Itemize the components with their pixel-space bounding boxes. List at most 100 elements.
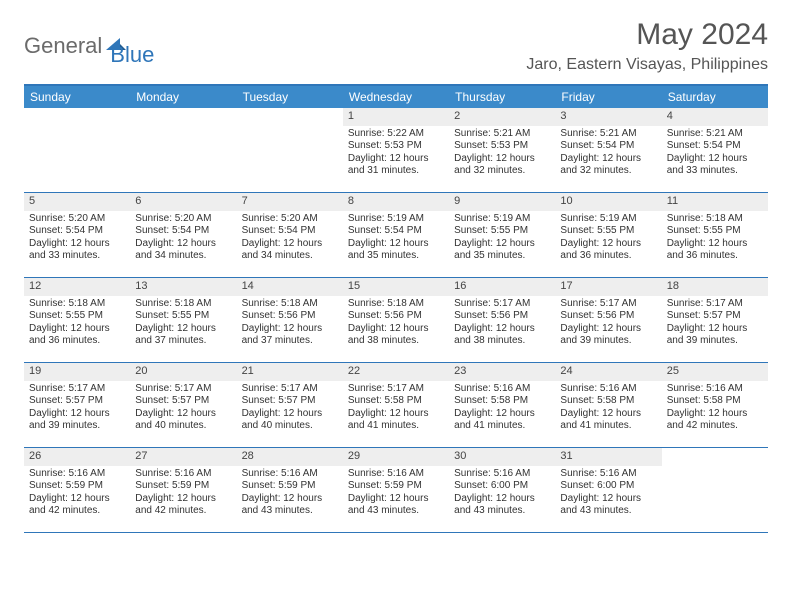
daylight1-text: Daylight: 12 hours — [560, 323, 656, 336]
day-cell: 1Sunrise: 5:22 AMSunset: 5:53 PMDaylight… — [343, 108, 449, 192]
day-cell: 27Sunrise: 5:16 AMSunset: 5:59 PMDayligh… — [130, 448, 236, 532]
sunset-text: Sunset: 5:54 PM — [29, 225, 125, 238]
day-details: Sunrise: 5:18 AMSunset: 5:55 PMDaylight:… — [662, 213, 768, 267]
daylight1-text: Daylight: 12 hours — [667, 238, 763, 251]
day-number: 31 — [555, 448, 661, 466]
daylight2-text: and 43 minutes. — [242, 505, 338, 518]
daylight1-text: Daylight: 12 hours — [454, 153, 550, 166]
sunrise-text: Sunrise: 5:19 AM — [560, 213, 656, 226]
weekday-label: Sunday — [24, 86, 130, 108]
day-details: Sunrise: 5:20 AMSunset: 5:54 PMDaylight:… — [24, 213, 130, 267]
daylight2-text: and 41 minutes. — [454, 420, 550, 433]
month-title: May 2024 — [526, 18, 768, 52]
sunset-text: Sunset: 5:56 PM — [348, 310, 444, 323]
day-cell: 2 Sunrise: 5:21 AMSunset: 5:53 PMDaylight… — [449, 108, 555, 192]
day-number: 30 — [449, 448, 555, 466]
day-number: 2 — [449, 108, 555, 126]
day-cell: 4 Sunrise: 5:21 AMSunset: 5:54 PMDaylight… — [662, 108, 768, 192]
day-cell: 8Sunrise: 5:19 AMSunset: 5:54 PMDaylight… — [343, 193, 449, 277]
day-details: Sunrise: 5:19 AMSunset: 5:55 PMDaylight:… — [449, 213, 555, 267]
sunrise-text: Sunrise: 5:16 AM — [135, 468, 231, 481]
daylight1-text: Daylight: 12 hours — [242, 238, 338, 251]
daylight1-text: Daylight: 12 hours — [454, 408, 550, 421]
sunrise-text: Sunrise: 5:18 AM — [667, 213, 763, 226]
sunrise-text: Sunrise: 5:21 AM — [667, 128, 763, 141]
day-number: 21 — [237, 363, 343, 381]
day-details: Sunrise: 5:18 AMSunset: 5:55 PMDaylight:… — [130, 298, 236, 352]
day-cell: 14Sunrise: 5:18 AMSunset: 5:56 PMDayligh… — [237, 278, 343, 362]
daylight1-text: Daylight: 12 hours — [667, 408, 763, 421]
week-row: 1Sunrise: 5:22 AMSunset: 5:53 PMDaylight… — [24, 108, 768, 193]
sunrise-text: Sunrise: 5:16 AM — [667, 383, 763, 396]
day-number: 3 — [555, 108, 661, 126]
brand-part2: Blue — [110, 24, 154, 68]
week-row: 19Sunrise: 5:17 AMSunset: 5:57 PMDayligh… — [24, 363, 768, 448]
day-details — [662, 454, 768, 458]
daylight1-text: Daylight: 12 hours — [242, 493, 338, 506]
day-number: 23 — [449, 363, 555, 381]
sunset-text: Sunset: 5:54 PM — [135, 225, 231, 238]
day-cell: 31Sunrise: 5:16 AMSunset: 6:00 PMDayligh… — [555, 448, 661, 532]
day-details: Sunrise: 5:18 AMSunset: 5:56 PMDaylight:… — [237, 298, 343, 352]
daylight2-text: and 35 minutes. — [348, 250, 444, 263]
daylight1-text: Daylight: 12 hours — [348, 238, 444, 251]
week-row: 5Sunrise: 5:20 AMSunset: 5:54 PMDaylight… — [24, 193, 768, 278]
sunset-text: Sunset: 5:55 PM — [667, 225, 763, 238]
daylight2-text: and 38 minutes. — [454, 335, 550, 348]
sunset-text: Sunset: 5:58 PM — [454, 395, 550, 408]
header: General Blue May 2024 Jaro, Eastern Visa… — [24, 18, 768, 74]
day-number: 4 — [662, 108, 768, 126]
daylight1-text: Daylight: 12 hours — [454, 493, 550, 506]
day-cell: 5Sunrise: 5:20 AMSunset: 5:54 PMDaylight… — [24, 193, 130, 277]
day-cell: 16Sunrise: 5:17 AMSunset: 5:56 PMDayligh… — [449, 278, 555, 362]
sunrise-text: Sunrise: 5:17 AM — [560, 298, 656, 311]
sunset-text: Sunset: 5:59 PM — [348, 480, 444, 493]
daylight2-text: and 33 minutes. — [29, 250, 125, 263]
sunrise-text: Sunrise: 5:19 AM — [348, 213, 444, 226]
week-row: 12Sunrise: 5:18 AMSunset: 5:55 PMDayligh… — [24, 278, 768, 363]
sunrise-text: Sunrise: 5:18 AM — [29, 298, 125, 311]
day-number: 11 — [662, 193, 768, 211]
daylight2-text: and 42 minutes. — [667, 420, 763, 433]
sunset-text: Sunset: 6:00 PM — [560, 480, 656, 493]
weekday-header-row: Sunday Monday Tuesday Wednesday Thursday… — [24, 86, 768, 108]
sunrise-text: Sunrise: 5:17 AM — [242, 383, 338, 396]
day-number: 17 — [555, 278, 661, 296]
weekday-label: Wednesday — [343, 86, 449, 108]
daylight1-text: Daylight: 12 hours — [560, 238, 656, 251]
day-number: 19 — [24, 363, 130, 381]
day-details: Sunrise: 5:16 AMSunset: 5:59 PMDaylight:… — [24, 468, 130, 522]
weekday-label: Monday — [130, 86, 236, 108]
daylight1-text: Daylight: 12 hours — [560, 493, 656, 506]
daylight2-text: and 43 minutes. — [454, 505, 550, 518]
sunrise-text: Sunrise: 5:22 AM — [348, 128, 444, 141]
day-details: Sunrise: 5:21 AMSunset: 5:53 PMDaylight:… — [449, 128, 555, 182]
sunset-text: Sunset: 5:57 PM — [29, 395, 125, 408]
day-details: Sunrise: 5:17 AMSunset: 5:57 PMDaylight:… — [662, 298, 768, 352]
sunset-text: Sunset: 5:55 PM — [135, 310, 231, 323]
daylight2-text: and 41 minutes. — [560, 420, 656, 433]
daylight1-text: Daylight: 12 hours — [135, 408, 231, 421]
day-cell: 13Sunrise: 5:18 AMSunset: 5:55 PMDayligh… — [130, 278, 236, 362]
daylight1-text: Daylight: 12 hours — [560, 408, 656, 421]
daylight2-text: and 31 minutes. — [348, 165, 444, 178]
sunset-text: Sunset: 5:54 PM — [348, 225, 444, 238]
day-cell — [662, 448, 768, 532]
day-cell: 7Sunrise: 5:20 AMSunset: 5:54 PMDaylight… — [237, 193, 343, 277]
daylight1-text: Daylight: 12 hours — [29, 493, 125, 506]
day-cell: 25Sunrise: 5:16 AMSunset: 5:58 PMDayligh… — [662, 363, 768, 447]
daylight1-text: Daylight: 12 hours — [242, 408, 338, 421]
sunrise-text: Sunrise: 5:17 AM — [29, 383, 125, 396]
sunset-text: Sunset: 5:54 PM — [560, 140, 656, 153]
daylight2-text: and 36 minutes. — [667, 250, 763, 263]
sunrise-text: Sunrise: 5:17 AM — [348, 383, 444, 396]
day-number: 20 — [130, 363, 236, 381]
day-details: Sunrise: 5:20 AMSunset: 5:54 PMDaylight:… — [130, 213, 236, 267]
day-number: 25 — [662, 363, 768, 381]
sunrise-text: Sunrise: 5:16 AM — [454, 468, 550, 481]
location-subtitle: Jaro, Eastern Visayas, Philippines — [526, 56, 768, 74]
day-details: Sunrise: 5:21 AMSunset: 5:54 PMDaylight:… — [662, 128, 768, 182]
daylight2-text: and 38 minutes. — [348, 335, 444, 348]
sunset-text: Sunset: 5:55 PM — [29, 310, 125, 323]
day-number: 27 — [130, 448, 236, 466]
